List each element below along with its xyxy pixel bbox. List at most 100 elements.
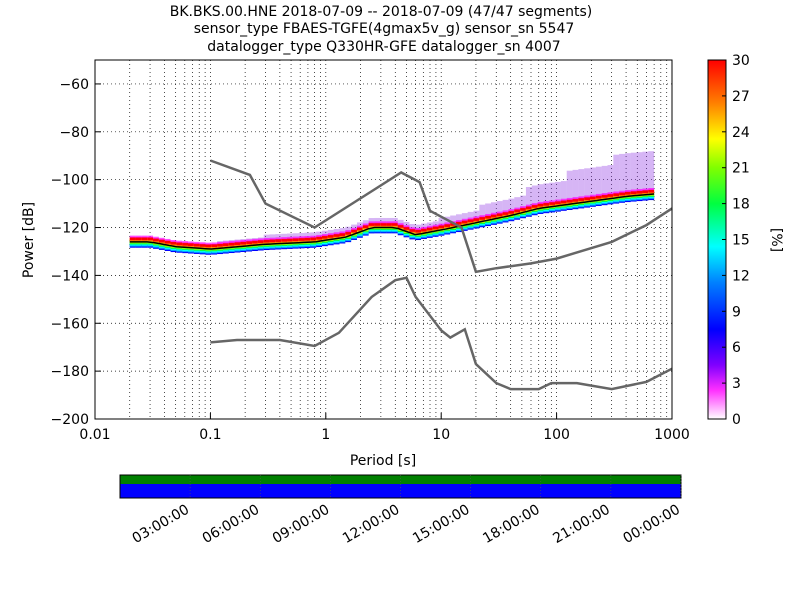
psd-cell <box>456 221 462 225</box>
psd-cell <box>409 228 416 232</box>
psd-cell <box>222 241 229 244</box>
psd-cell <box>222 242 229 246</box>
psd-cell <box>572 198 579 202</box>
psd-cell <box>555 201 561 205</box>
x-axis-label: Period [s] <box>350 453 416 469</box>
timeline: 03:00:00 06:00:00 09:00:00 12:00:00 15:00:00… <box>119 474 683 547</box>
psd-cell <box>426 225 433 228</box>
psd-cell <box>566 197 573 200</box>
colorbar-tick-label: 21 <box>732 161 750 177</box>
psd-cell <box>275 238 282 242</box>
psd-cell <box>444 223 451 227</box>
psd-cell <box>147 235 154 238</box>
psd-cell <box>339 231 346 234</box>
psd-cell <box>356 225 363 228</box>
psd-cell <box>613 154 620 198</box>
psd-cell <box>432 224 439 227</box>
psd-cell <box>269 237 276 240</box>
colorbar-tick-label: 9 <box>732 304 741 320</box>
psd-cell <box>496 201 503 218</box>
psd-cell <box>537 184 544 209</box>
psd-cell <box>566 199 573 203</box>
psd-cell <box>648 188 655 191</box>
psd-cell <box>514 197 521 214</box>
psd-cell <box>257 238 264 241</box>
timeline-tick-label: 15:00:00 <box>410 502 472 547</box>
y-tick-label: −140 <box>51 268 89 284</box>
psd-cell <box>205 242 212 245</box>
timeline-tick-label: 12:00:00 <box>340 502 402 547</box>
y-tick-label: −180 <box>51 364 89 380</box>
psd-cell <box>141 237 148 241</box>
psd-cell <box>607 193 614 197</box>
psd-cell <box>263 239 270 243</box>
psd-cell <box>467 219 474 223</box>
timeline-tick-label: 03:00:00 <box>130 502 192 547</box>
psd-cell <box>327 234 334 238</box>
x-tick-label: 0.1 <box>199 427 221 443</box>
psd-cell <box>298 236 305 239</box>
psd-cell <box>403 226 410 230</box>
psd-cell <box>636 152 643 196</box>
psd-cell <box>211 244 218 248</box>
psd-cell <box>566 170 573 205</box>
psd-cell <box>619 190 625 193</box>
psd-cell <box>322 234 328 237</box>
psd-cell <box>176 240 183 243</box>
grid-lines <box>94 60 672 420</box>
psd-cell <box>252 240 258 244</box>
psd-cell <box>188 243 194 247</box>
psd-cell <box>584 168 591 202</box>
psd-cell <box>531 185 538 210</box>
psd-cell <box>624 189 631 192</box>
psd-cell <box>362 225 369 229</box>
psd-cell <box>170 241 177 245</box>
psd-cell <box>386 221 392 224</box>
psd-cell <box>490 214 497 218</box>
psd-cell <box>595 166 602 201</box>
chart-title-line-1: BK.BKS.00.HNE 2018-07-09 -- 2018-07-09 (… <box>170 4 593 20</box>
psd-cell <box>421 226 427 229</box>
psd-cell <box>590 167 596 201</box>
timeline-tick-label: 21:00:00 <box>550 502 612 547</box>
psd-cell <box>310 235 317 238</box>
psd-cell <box>333 232 340 235</box>
psd-cell <box>158 237 165 240</box>
psd-cell <box>584 197 591 201</box>
psd-cell <box>234 241 241 245</box>
psd-cell <box>444 222 451 225</box>
psd-cell <box>648 189 655 193</box>
colorbar-tick-label: 0 <box>732 412 741 428</box>
psd-cell <box>129 237 136 241</box>
psd-cell <box>292 236 299 239</box>
psd-cell <box>386 222 392 226</box>
psd-cell <box>129 235 136 238</box>
psd-cell <box>188 241 194 244</box>
psd-cell <box>246 240 253 244</box>
psd-cell <box>327 233 334 236</box>
psd-cell <box>217 241 223 244</box>
psd-cell <box>240 241 247 245</box>
psd-cell <box>467 217 474 220</box>
psd-mode-line <box>129 193 655 250</box>
psd-cell <box>601 194 608 198</box>
psd-cell <box>508 209 515 212</box>
y-axis-label: Power [dB] <box>21 202 37 278</box>
psd-cell <box>287 238 293 242</box>
y-tick-label: −100 <box>51 173 89 189</box>
psd-cell <box>287 236 293 239</box>
colorbar-tick-label: 3 <box>732 376 741 392</box>
psd-cell <box>502 211 509 215</box>
psd-cell <box>560 181 567 205</box>
psd-cell <box>158 239 165 243</box>
psd-cell <box>193 243 200 247</box>
psd-cell <box>502 210 509 213</box>
psd-cell <box>316 234 323 237</box>
psd-cell <box>147 237 154 241</box>
psd-cell <box>485 203 491 221</box>
timeline-data-bar <box>120 475 681 484</box>
psd-cell <box>560 198 567 201</box>
psd-cell <box>170 239 177 242</box>
psd-cell <box>141 235 148 238</box>
psd-cell <box>642 188 649 191</box>
